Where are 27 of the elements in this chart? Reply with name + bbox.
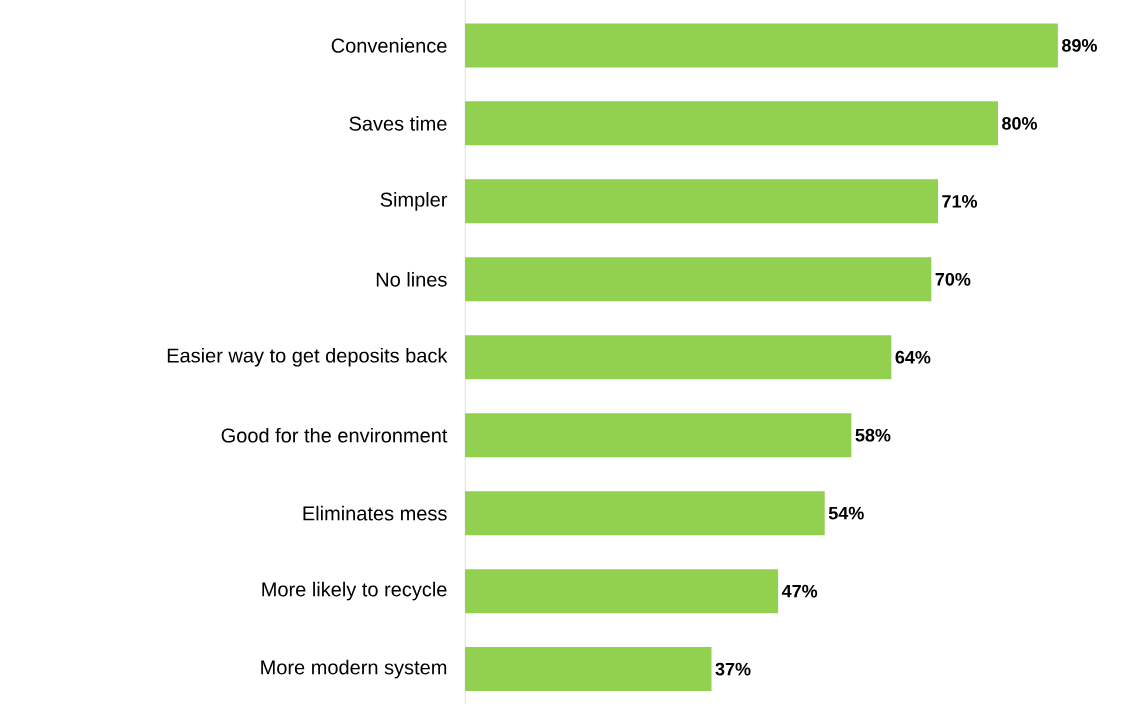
bar — [465, 23, 1058, 68]
data-label: 71% — [942, 194, 978, 208]
data-label: 54% — [828, 506, 864, 520]
y-tick-label: More likely to recycle — [262, 581, 447, 601]
data-label: 70% — [935, 272, 971, 286]
y-tick-label: Saves time — [349, 115, 447, 131]
y-tick-label: Good for the environment — [221, 427, 448, 443]
y-tick-label: No lines — [376, 271, 447, 287]
bar — [465, 490, 825, 535]
bar — [465, 413, 852, 458]
bar — [465, 101, 998, 146]
data-label: 89% — [1062, 38, 1097, 52]
bar — [465, 646, 712, 691]
data-label: 47% — [781, 584, 818, 598]
bar — [465, 257, 932, 302]
bar — [465, 335, 892, 380]
y-tick-label: Convenience — [331, 37, 447, 53]
bar — [465, 568, 779, 613]
data-label: 37% — [715, 662, 751, 676]
y-tick-label: Easier way to get deposits back — [167, 347, 448, 367]
bar — [465, 179, 938, 224]
data-label: 58% — [855, 428, 891, 442]
data-label: 64% — [895, 350, 931, 364]
y-tick-label: More modern system — [261, 659, 447, 679]
y-tick-label: Simpler — [380, 191, 448, 211]
data-label: 80% — [1002, 116, 1038, 130]
y-tick-label: Eliminates mess — [303, 505, 447, 521]
